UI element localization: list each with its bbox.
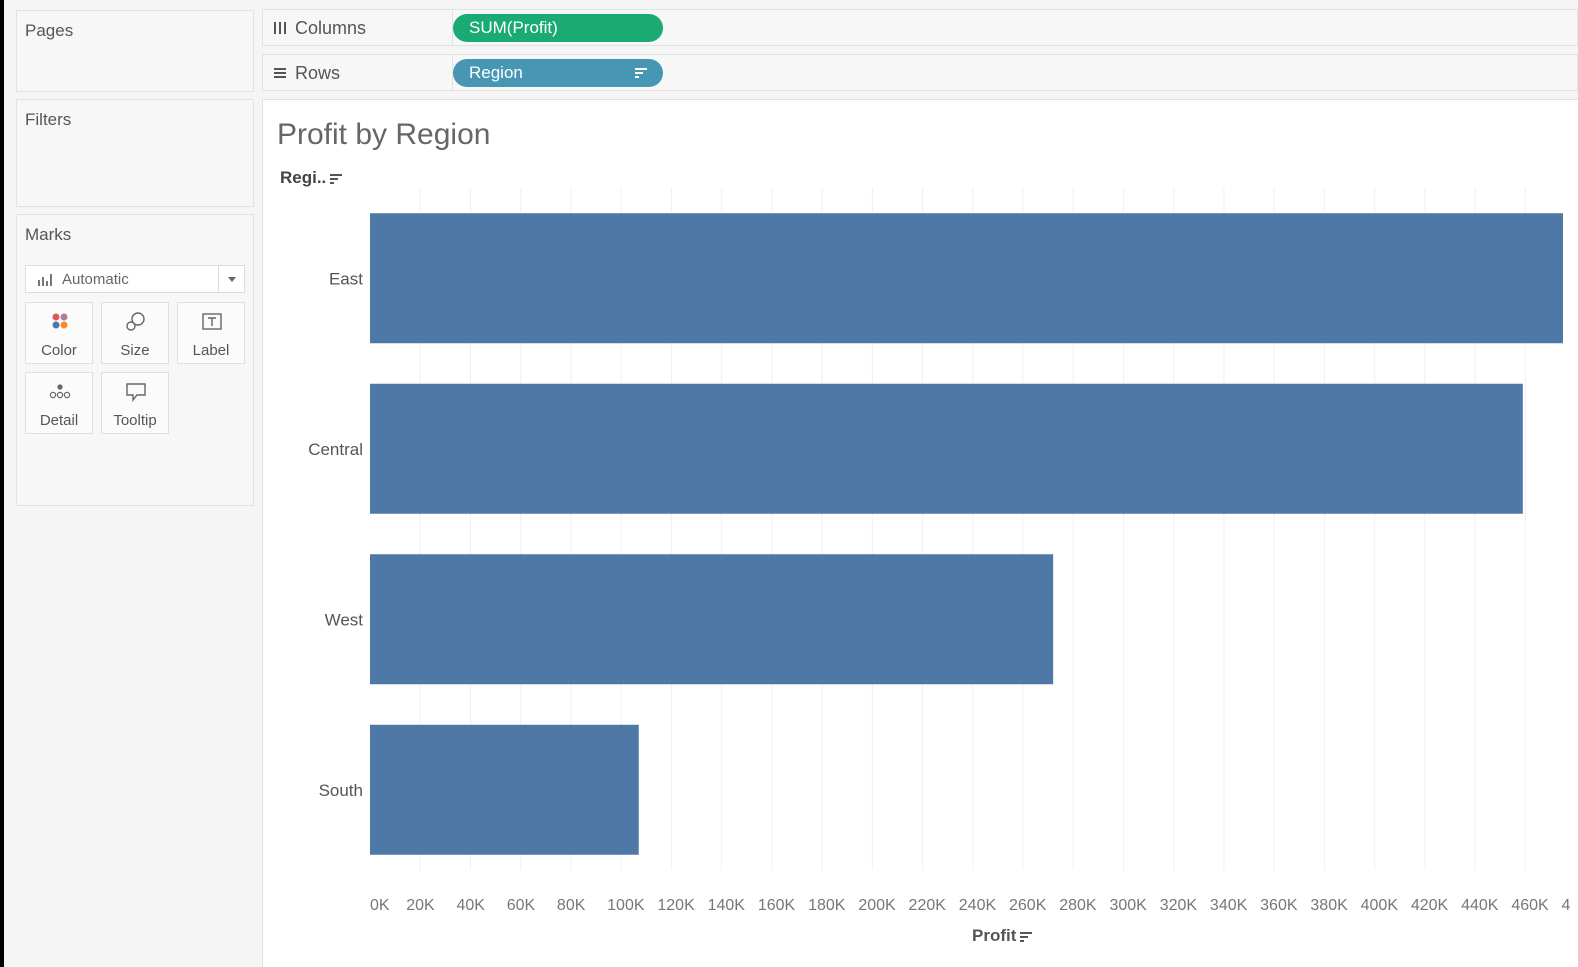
chevron-down-icon[interactable]	[218, 266, 244, 292]
chart-title: Profit by Region	[277, 118, 491, 151]
x-tick-label: 260K	[1009, 897, 1047, 914]
bar-central[interactable]	[370, 383, 1523, 514]
x-tick-label: 240K	[959, 897, 997, 914]
color-label: Color	[41, 342, 77, 359]
region-row-header-label: Regi..	[280, 168, 327, 187]
label-label: Label	[192, 342, 230, 359]
category-label-west[interactable]: West	[325, 610, 364, 629]
sum-profit-pill-label: SUM(Profit)	[469, 18, 558, 37]
pages-title: Pages	[25, 21, 74, 40]
x-tick-label: 460K	[1511, 897, 1549, 914]
size-shapes-icon	[126, 312, 145, 331]
mark-type-label: Automatic	[62, 271, 129, 288]
size-label: Size	[120, 342, 150, 359]
size-button[interactable]: Size	[101, 302, 169, 364]
x-tick-label: 40K	[456, 897, 485, 914]
x-tick-label: 100K	[607, 897, 645, 914]
x-tick-label: 340K	[1210, 897, 1248, 914]
bar-chart-icon	[38, 274, 54, 286]
bar-west[interactable]	[370, 554, 1054, 685]
columns-shelf-label: Columns	[263, 10, 453, 45]
columns-icon	[274, 22, 286, 34]
sort-descending-icon[interactable]	[635, 68, 647, 78]
x-tick-label: 80K	[557, 897, 586, 914]
x-tick-label: 200K	[858, 897, 896, 914]
profit-axis-title-label: Profit	[972, 926, 1017, 945]
color-dots-icon	[52, 313, 68, 329]
axis-sort-icon[interactable]	[1020, 931, 1033, 942]
speech-bubble-icon	[126, 383, 146, 402]
category-label-east[interactable]: East	[329, 269, 363, 288]
detail-dots-icon	[49, 384, 71, 399]
sum-profit-pill[interactable]: SUM(Profit)	[453, 14, 663, 42]
tooltip-label: Tooltip	[113, 412, 157, 429]
x-tick-label: 440K	[1461, 897, 1499, 914]
region-pill[interactable]: Region	[453, 59, 663, 87]
x-tick-label: 360K	[1260, 897, 1298, 914]
bar-chart: East Central West South 0K 20K 40K 60K 80K 100K 12…	[308, 188, 1571, 914]
x-tick-label: 280K	[1059, 897, 1097, 914]
chart-view: East Central West South 0K 20K 40K 60K 80K 100K 12…	[262, 99, 1578, 967]
text-box-icon	[202, 313, 222, 330]
category-label-south[interactable]: South	[319, 781, 363, 800]
detail-label: Detail	[39, 412, 79, 429]
mark-type-dropdown[interactable]: Automatic	[25, 265, 245, 293]
columns-label: Columns	[295, 18, 367, 38]
rows-shelf-label: Rows	[263, 55, 453, 90]
x-tick-label: 420K	[1411, 897, 1449, 914]
x-tick-label: 140K	[708, 897, 746, 914]
x-tick-label: 20K	[406, 897, 435, 914]
x-tick-label: 160K	[758, 897, 796, 914]
label-button[interactable]: Label	[177, 302, 245, 364]
x-tick-label: 4	[1562, 897, 1571, 914]
x-tick-label: 380K	[1310, 897, 1348, 914]
columns-shelf[interactable]: Columns SUM(Profit)	[262, 9, 1578, 46]
filters-card[interactable]: Filters	[16, 99, 254, 207]
sort-icon[interactable]	[330, 173, 343, 184]
x-tick-label: 60K	[507, 897, 536, 914]
profit-axis-title[interactable]: Profit	[972, 926, 1033, 946]
rows-label: Rows	[295, 63, 341, 83]
pages-card[interactable]: Pages	[16, 10, 254, 92]
marks-title: Marks	[25, 225, 72, 244]
region-pill-label: Region	[469, 63, 523, 82]
tooltip-button[interactable]: Tooltip	[101, 372, 169, 434]
x-tick-label: 300K	[1109, 897, 1147, 914]
bar-east[interactable]	[370, 213, 1563, 344]
x-tick-label: 180K	[808, 897, 846, 914]
color-button[interactable]: Color	[25, 302, 93, 364]
marks-card: Marks Automatic Color Size	[16, 214, 254, 506]
x-tick-label: 0K	[370, 897, 390, 914]
x-tick-label: 120K	[657, 897, 695, 914]
x-tick-label: 400K	[1361, 897, 1399, 914]
region-row-header[interactable]: Regi..	[280, 168, 343, 188]
tableau-workspace: Pages Filters Marks Automatic Color Siz	[4, 0, 1578, 967]
filters-title: Filters	[25, 110, 72, 129]
rows-shelf[interactable]: Rows Region	[262, 54, 1578, 91]
x-tick-label: 320K	[1160, 897, 1198, 914]
category-label-central[interactable]: Central	[308, 440, 363, 459]
x-tick-label: 220K	[909, 897, 947, 914]
rows-icon	[274, 68, 286, 78]
bar-south[interactable]	[370, 724, 639, 855]
detail-button[interactable]: Detail	[25, 372, 93, 434]
